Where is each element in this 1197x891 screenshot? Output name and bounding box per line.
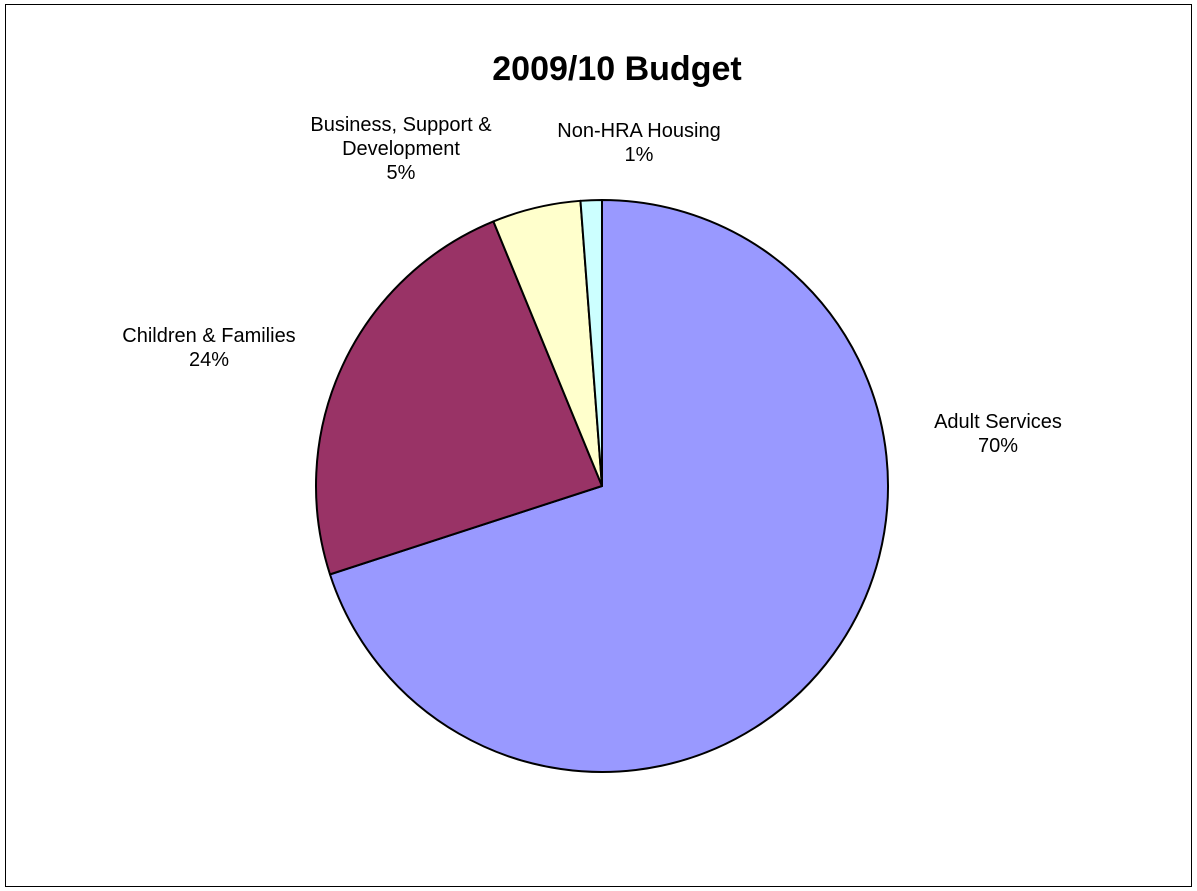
pie-slice-children-and-families [315, 220, 603, 576]
slice-label-business-support-and-development: Business, Support & Development 5% [310, 114, 492, 184]
slice-labels: Adult Services 70% Children & Families 24% B… [122, 114, 1062, 457]
pie-slice-adult-services [329, 199, 889, 773]
pie-slices [315, 198, 889, 773]
slice-percent: 1% [625, 144, 654, 166]
slice-percent: 70% [978, 435, 1018, 457]
slice-label-children-and-families: Children & Families 24% [122, 325, 295, 371]
slice-label-line: Non-HRA Housing [557, 120, 720, 142]
slice-label-line: Business, Support & [310, 114, 492, 136]
slice-label-line: Adult Services [934, 411, 1062, 433]
slice-label-line: Development [342, 138, 460, 160]
slice-label-adult-services: Adult Services 70% [934, 411, 1062, 457]
chart-title: 2009/10 Budget [492, 50, 741, 88]
slice-label-line: Children & Families [122, 325, 295, 347]
slice-percent: 5% [387, 162, 416, 184]
pie-slice-non-hra-housing [579, 198, 603, 487]
slice-label-non-hra-housing: Non-HRA Housing 1% [557, 120, 720, 166]
slice-percent: 24% [189, 349, 229, 371]
